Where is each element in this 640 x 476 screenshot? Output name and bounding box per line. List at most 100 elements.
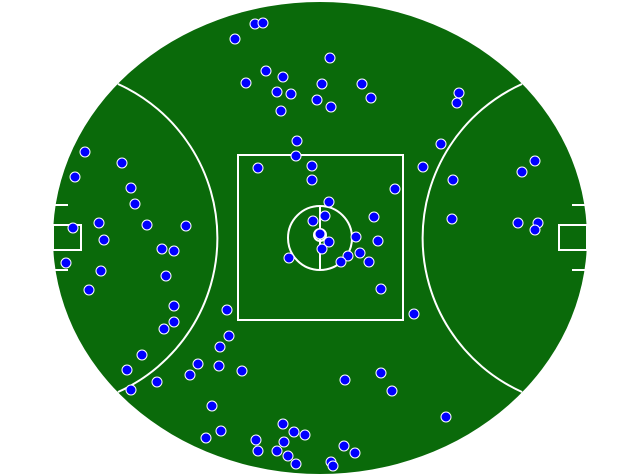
point xyxy=(60,257,72,269)
point xyxy=(529,155,541,167)
point xyxy=(136,349,148,361)
point xyxy=(389,183,401,195)
point xyxy=(168,316,180,328)
point xyxy=(306,174,318,186)
point xyxy=(512,217,524,229)
point xyxy=(368,211,380,223)
point xyxy=(95,265,107,277)
point xyxy=(79,146,91,158)
point xyxy=(180,220,192,232)
point xyxy=(327,460,339,472)
point xyxy=(277,71,289,83)
point xyxy=(435,138,447,150)
centre-square xyxy=(237,154,404,321)
point xyxy=(440,411,452,423)
left-arc xyxy=(117,83,219,393)
point xyxy=(151,376,163,388)
point xyxy=(283,252,295,264)
point xyxy=(417,161,429,173)
point xyxy=(160,270,172,282)
point xyxy=(121,364,133,376)
point xyxy=(446,213,458,225)
point xyxy=(375,367,387,379)
point xyxy=(350,231,362,243)
point xyxy=(306,160,318,172)
point xyxy=(250,434,262,446)
goal-posts xyxy=(55,204,585,271)
point xyxy=(299,429,311,441)
point xyxy=(192,358,204,370)
point xyxy=(98,234,110,246)
point xyxy=(83,284,95,296)
right-arc xyxy=(421,83,523,393)
right-goal-square xyxy=(558,224,588,251)
point xyxy=(184,369,196,381)
point xyxy=(290,458,302,470)
point xyxy=(129,198,141,210)
point xyxy=(323,236,335,248)
point xyxy=(363,256,375,268)
point xyxy=(221,304,233,316)
point xyxy=(223,330,235,342)
point xyxy=(325,101,337,113)
point xyxy=(338,440,350,452)
point xyxy=(252,162,264,174)
point xyxy=(260,65,272,77)
point xyxy=(271,445,283,457)
point xyxy=(447,174,459,186)
point xyxy=(316,78,328,90)
point xyxy=(275,105,287,117)
points xyxy=(60,17,544,472)
point xyxy=(229,33,241,45)
point xyxy=(408,308,420,320)
point xyxy=(342,250,354,262)
field-lines xyxy=(52,83,588,393)
point xyxy=(213,360,225,372)
point xyxy=(316,243,328,255)
point xyxy=(314,228,326,240)
point xyxy=(116,157,128,169)
point xyxy=(125,384,137,396)
left-goal-square xyxy=(52,224,82,251)
point xyxy=(257,17,269,29)
point xyxy=(93,217,105,229)
point xyxy=(375,283,387,295)
point xyxy=(386,385,398,397)
point xyxy=(288,426,300,438)
point xyxy=(168,300,180,312)
point xyxy=(156,243,168,255)
point xyxy=(529,224,541,236)
point xyxy=(319,210,331,222)
point xyxy=(323,196,335,208)
point xyxy=(285,88,297,100)
point xyxy=(125,182,137,194)
point xyxy=(214,341,226,353)
point xyxy=(356,78,368,90)
point xyxy=(335,256,347,268)
point xyxy=(451,97,463,109)
point xyxy=(206,400,218,412)
point xyxy=(236,365,248,377)
point xyxy=(240,77,252,89)
point xyxy=(271,86,283,98)
point xyxy=(67,222,79,234)
point xyxy=(291,135,303,147)
point xyxy=(311,94,323,106)
point xyxy=(453,87,465,99)
point xyxy=(200,432,212,444)
point xyxy=(349,447,361,459)
point xyxy=(290,150,302,162)
point xyxy=(282,450,294,462)
point xyxy=(365,92,377,104)
point xyxy=(516,166,528,178)
point xyxy=(307,215,319,227)
point xyxy=(277,418,289,430)
point xyxy=(215,425,227,437)
point xyxy=(141,219,153,231)
point xyxy=(339,374,351,386)
point xyxy=(324,52,336,64)
point xyxy=(252,445,264,457)
point xyxy=(168,245,180,257)
